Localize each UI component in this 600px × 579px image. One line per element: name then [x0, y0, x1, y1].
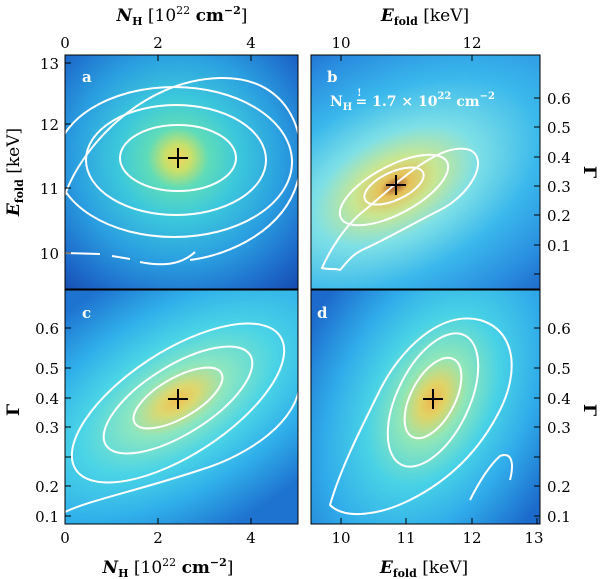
panel-b-ytick-label: 0.5 — [547, 119, 571, 137]
bottom-right-xlabel: Efold [keV] — [379, 558, 468, 579]
panel-c-ytick-label: 0.6 — [35, 320, 59, 338]
bottom-left-xlabel: NH [1022 cm−2] — [102, 556, 234, 579]
panel-c-ticks — [64, 327, 252, 524]
panel-b-ytick-label: 0.1 — [547, 237, 571, 255]
panel-b-contour-1 — [363, 166, 425, 206]
panel-a-xtick-label: 0 — [60, 34, 70, 52]
panel-d-contour-2 — [386, 332, 480, 468]
panel-c-contour-1 — [132, 366, 224, 430]
panel-d-heatmap — [311, 290, 540, 524]
panel-d-ticks — [340, 327, 540, 524]
panel-a-contour-4 — [65, 76, 298, 261]
panel-b-xtick-label: 12 — [462, 34, 481, 52]
panel-b: b NH ! = 1.7 × 1022 cm−2 — [310, 54, 541, 290]
panel-b-contour-3 — [320, 147, 480, 272]
panel-a-ytick-label: 11 — [40, 180, 59, 198]
panel-a-xtick-label: 2 — [153, 34, 163, 52]
panel-a: a — [64, 54, 299, 290]
panel-c-heatmap — [65, 290, 298, 524]
panel-a-frame — [64, 54, 299, 290]
panel-c-ytick-label: 0.4 — [35, 390, 59, 408]
panel-d-ytick-label: 0.5 — [547, 360, 571, 378]
panel-d-contours — [328, 317, 513, 516]
panel-c-contours — [65, 322, 298, 513]
panel-b-contours — [320, 147, 480, 272]
panel-d-ytick-label: 0.2 — [547, 478, 571, 496]
panel-d: d — [310, 289, 541, 525]
panel-a-contours — [65, 76, 298, 266]
panel-d-xtick-label: 13 — [524, 529, 543, 547]
panel-b-frame — [310, 54, 541, 290]
panel-c-contour-4 — [65, 389, 298, 513]
panel-b-ytick-label: 0.3 — [547, 178, 571, 196]
panel-a-ytick-label: 10 — [40, 245, 59, 263]
panel-c-contour-3 — [70, 322, 286, 484]
panel-b-best-fit-marker — [386, 175, 406, 195]
panel-b-xtick-label: 10 — [331, 34, 350, 52]
panel-d-contour-4 — [469, 454, 513, 501]
panel-a-ytick-label: 13 — [40, 55, 59, 73]
panel-a-contour-1 — [119, 124, 237, 192]
panel-d-ytick-label: 0.4 — [547, 390, 571, 408]
panel-a-heatmap — [65, 55, 298, 289]
top-left-ylabel: Efold [keV] — [4, 128, 26, 217]
panel-b-heatmap — [311, 55, 540, 289]
panel-c-label: c — [82, 304, 91, 322]
panel-d-label: d — [317, 304, 328, 322]
panel-d-xtick-label: 12 — [462, 529, 481, 547]
panel-d-ytick-label: 0.1 — [547, 508, 571, 526]
panel-b-ytick-label: 0.4 — [547, 149, 571, 167]
bottom-right-ylabel: Γ — [579, 404, 599, 416]
panel-c-ytick-label: 0.3 — [35, 419, 59, 437]
panel-c-best-fit-marker — [168, 389, 188, 409]
panel-a-label: a — [82, 68, 92, 86]
panel-c-ytick-label: 0.2 — [35, 478, 59, 496]
panel-d-xtick-label: 11 — [396, 529, 415, 547]
panel-d-ytick-label: 0.6 — [547, 320, 571, 338]
panel-a-best-fit-marker — [168, 148, 188, 168]
top-right-ylabel: Γ — [579, 166, 599, 178]
panel-c-xtick-label: 2 — [153, 529, 163, 547]
panel-a-xtick-label: 4 — [246, 34, 256, 52]
panel-c-ytick-label: 0.5 — [35, 360, 59, 378]
panel-b-ytick-label: 0.6 — [547, 90, 571, 108]
top-left-xlabel: NH [1022 cm−2] — [116, 4, 248, 28]
panel-b-ticks — [340, 55, 540, 275]
panel-c-xtick-label: 0 — [60, 529, 70, 547]
panel-b-label: b — [327, 68, 338, 86]
panel-b-contour-2 — [338, 153, 450, 227]
panel-c-frame — [64, 289, 299, 525]
panel-c-xtick-label: 4 — [246, 529, 256, 547]
bottom-left-ylabel: Γ — [4, 404, 24, 416]
panel-d-xtick-label: 10 — [331, 529, 350, 547]
panel-d-contour-3 — [328, 317, 513, 516]
panel-a-ticks — [64, 55, 252, 254]
panel-a-contour-2 — [85, 104, 267, 216]
panel-c-contour-2 — [102, 345, 254, 455]
panel-d-contour-1 — [403, 356, 463, 440]
panel-b-ytick-label: 0.2 — [547, 207, 571, 225]
panel-d-best-fit-marker — [423, 389, 443, 409]
panel-d-frame — [310, 289, 541, 525]
panel-c: c — [64, 289, 299, 525]
top-right-xlabel: Efold [keV] — [380, 6, 469, 28]
panel-d-ytick-label: 0.3 — [547, 419, 571, 437]
panel-c-ytick-label: 0.1 — [35, 508, 59, 526]
panel-a-ytick-label: 12 — [40, 116, 59, 134]
